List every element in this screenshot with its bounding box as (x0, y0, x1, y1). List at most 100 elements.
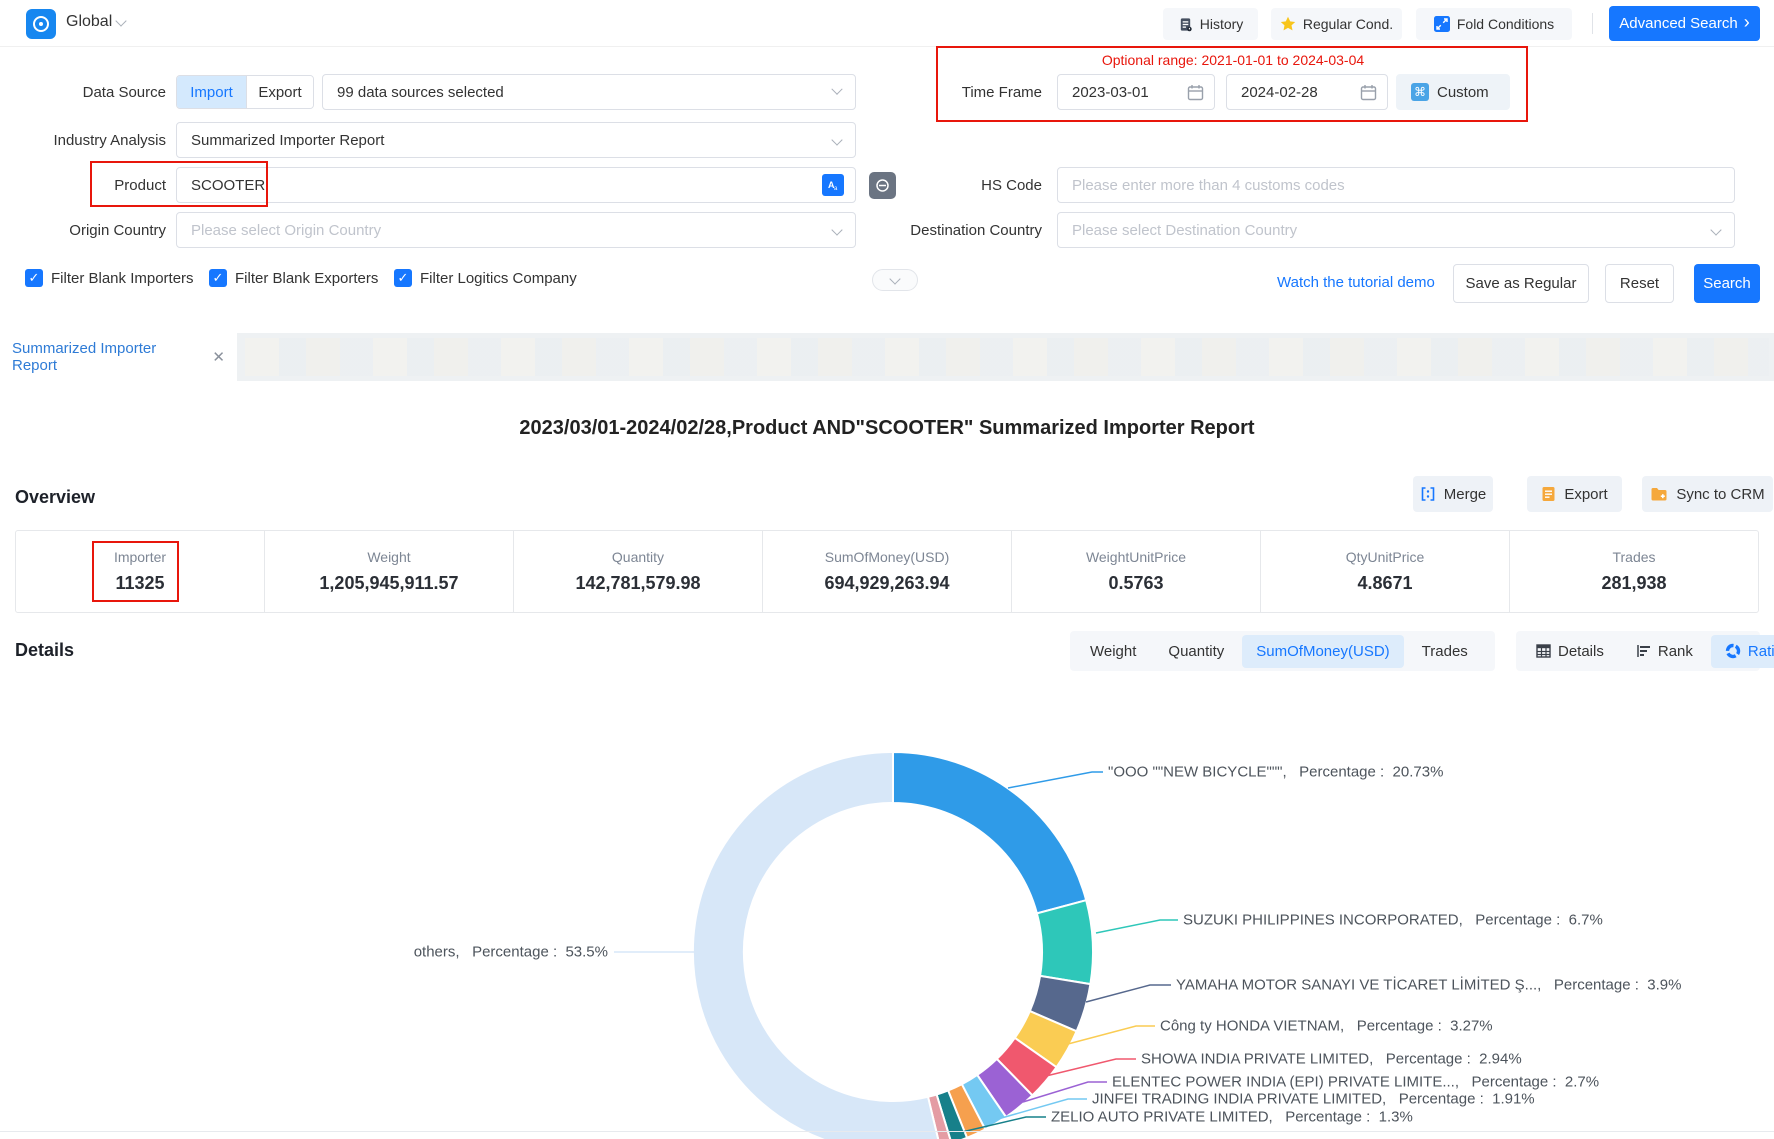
origin-country-select[interactable]: Please select Origin Country (176, 212, 856, 248)
page-bottom-divider (0, 1131, 1774, 1132)
checkbox-checked-icon[interactable]: ✓ (25, 269, 43, 287)
calendar-icon (1360, 84, 1377, 101)
metric-tab-sumofmoney[interactable]: SumOfMoney(USD) (1242, 635, 1403, 668)
search-button[interactable]: Search (1694, 264, 1760, 303)
stat-value: 11325 (115, 573, 164, 594)
fold-conditions-label: Fold Conditions (1457, 16, 1554, 32)
chart-label: SHOWA INDIA PRIVATE LIMITED, Percentage … (1141, 1051, 1522, 1068)
pie-chart-icon (1725, 643, 1741, 659)
top-bar: Global History Regular Cond. Fold Condit… (0, 0, 1774, 47)
checkbox-checked-icon[interactable]: ✓ (209, 269, 227, 287)
start-date-input[interactable]: 2023-03-01 (1057, 74, 1215, 110)
filter-checkbox-0[interactable]: ✓Filter Blank Importers (25, 269, 194, 287)
end-date-value: 2024-02-28 (1241, 84, 1318, 101)
hs-code-input[interactable]: Please enter more than 4 customs codes (1057, 167, 1735, 203)
metric-tab-weight[interactable]: Weight (1076, 635, 1150, 668)
export-button[interactable]: Export (1527, 476, 1622, 512)
filter-checkbox-1[interactable]: ✓ Filter Blank Exporters (209, 269, 378, 287)
star-icon (1280, 16, 1296, 32)
save-as-regular-button[interactable]: Save as Regular (1453, 264, 1589, 303)
history-button[interactable]: History (1163, 8, 1258, 40)
data-source-label: Data Source (0, 84, 166, 101)
view-tab-ratio[interactable]: Ratio (1711, 635, 1774, 668)
collapse-form-button[interactable] (872, 269, 918, 291)
chart-label: SUZUKI PHILIPPINES INCORPORATED, Percent… (1183, 912, 1603, 929)
sync-to-crm-button[interactable]: Sync to CRM (1642, 476, 1773, 512)
crm-folder-icon (1650, 486, 1668, 502)
time-frame-label: Time Frame (842, 84, 1042, 101)
stat-label: Quantity (612, 549, 664, 565)
report-title: 2023/03/01-2024/02/28,Product AND"SCOOTE… (0, 417, 1774, 440)
industry-analysis-select[interactable]: Summarized Importer Report (176, 122, 856, 158)
app-logo-icon (33, 16, 49, 32)
destination-country-placeholder: Please select Destination Country (1072, 222, 1297, 239)
view-tab-details-label: Details (1558, 643, 1604, 660)
stat-label: Weight (367, 549, 410, 565)
filter-checkbox-2[interactable]: ✓Filter Logitics Company (394, 269, 577, 287)
close-icon[interactable]: ✕ (212, 348, 225, 366)
stat-label: SumOfMoney(USD) (825, 549, 949, 565)
reset-button[interactable]: Reset (1605, 264, 1674, 303)
app-logo[interactable] (26, 9, 56, 39)
fold-conditions-button[interactable]: Fold Conditions (1416, 8, 1572, 40)
destination-country-label: Destination Country (842, 222, 1042, 239)
export-tab[interactable]: Export (246, 76, 313, 108)
stat-value: 281,938 (1601, 573, 1666, 594)
overview-stats: Importer11325 Weight 1,205,945,911.57 Quant… (15, 530, 1759, 613)
checkbox-checked-icon[interactable]: ✓ (394, 269, 412, 287)
stat-value: 1,205,945,911.57 (319, 573, 458, 594)
merge-button[interactable]: Merge (1413, 476, 1493, 512)
product-value: SCOOTER (191, 177, 265, 194)
chevron-down-icon (831, 224, 842, 235)
custom-icon: ⌘ (1411, 83, 1429, 101)
rank-icon (1636, 644, 1651, 658)
industry-analysis-label: Industry Analysis (0, 132, 166, 149)
chevron-down-icon (831, 134, 842, 145)
arrow-right-icon: › (1744, 12, 1750, 33)
stat-importer: Importer11325 (16, 531, 264, 612)
chevron-down-icon (831, 84, 842, 95)
merge-icon (1420, 486, 1436, 502)
origin-country-placeholder: Please select Origin Country (191, 222, 381, 239)
region-selector[interactable]: Global (66, 13, 112, 31)
chart-leader-line (1096, 920, 1178, 933)
donut-slice-10[interactable] (693, 752, 940, 1139)
chart-leader-line (1008, 772, 1103, 788)
translate-icon[interactable]: Aa (822, 174, 844, 196)
tab-summarized-importer-report[interactable]: Summarized Importer Report ✕ (0, 333, 237, 381)
stat-trades: Trades281,938 (1509, 531, 1758, 612)
stat-value: 0.5763 (1108, 573, 1163, 594)
chevron-down-icon[interactable] (115, 15, 126, 26)
chart-label: "OOO ""NEW BICYCLE""", Percentage : 20.7… (1108, 764, 1443, 781)
svg-text:a: a (834, 186, 838, 192)
stat-sumofmoney-usd-: SumOfMoney(USD)694,929,263.94 (762, 531, 1011, 612)
view-tab-details[interactable]: Details (1522, 635, 1618, 668)
origin-country-label: Origin Country (0, 222, 166, 239)
metric-tab-trades[interactable]: Trades (1408, 635, 1482, 668)
import-tab[interactable]: Import (177, 76, 246, 108)
tab-bar: Summarized Importer Report ✕ (0, 333, 1774, 381)
chart-label: others, Percentage : 53.5% (414, 944, 608, 961)
end-date-input[interactable]: 2024-02-28 (1226, 74, 1388, 110)
data-sources-value: 99 data sources selected (337, 84, 504, 101)
tab-title: Summarized Importer Report (12, 340, 202, 374)
advanced-search-button[interactable]: Advanced Search › (1609, 6, 1760, 41)
calendar-icon (1187, 84, 1204, 101)
custom-label: Custom (1437, 84, 1489, 101)
custom-range-button[interactable]: ⌘ Custom (1396, 74, 1510, 110)
checkbox-label: Filter Blank Exporters (235, 270, 378, 287)
destination-country-select[interactable]: Please select Destination Country (1057, 212, 1735, 248)
fold-icon (1434, 16, 1450, 32)
hs-code-placeholder: Please enter more than 4 customs codes (1072, 177, 1345, 194)
regular-cond-button[interactable]: Regular Cond. (1271, 8, 1402, 40)
chevron-down-icon (1710, 224, 1721, 235)
metric-tab-quantity[interactable]: Quantity (1154, 635, 1238, 668)
view-tab-rank[interactable]: Rank (1622, 635, 1707, 668)
donut-slice-0[interactable] (893, 752, 1086, 913)
donut-slice-1[interactable] (1037, 900, 1093, 984)
tutorial-link[interactable]: Watch the tutorial demo (1277, 274, 1435, 291)
product-input[interactable]: SCOOTER (176, 167, 856, 203)
sync-to-crm-label: Sync to CRM (1676, 486, 1764, 503)
data-sources-select[interactable]: 99 data sources selected (322, 74, 856, 110)
view-tab-ratio-label: Ratio (1748, 643, 1774, 660)
